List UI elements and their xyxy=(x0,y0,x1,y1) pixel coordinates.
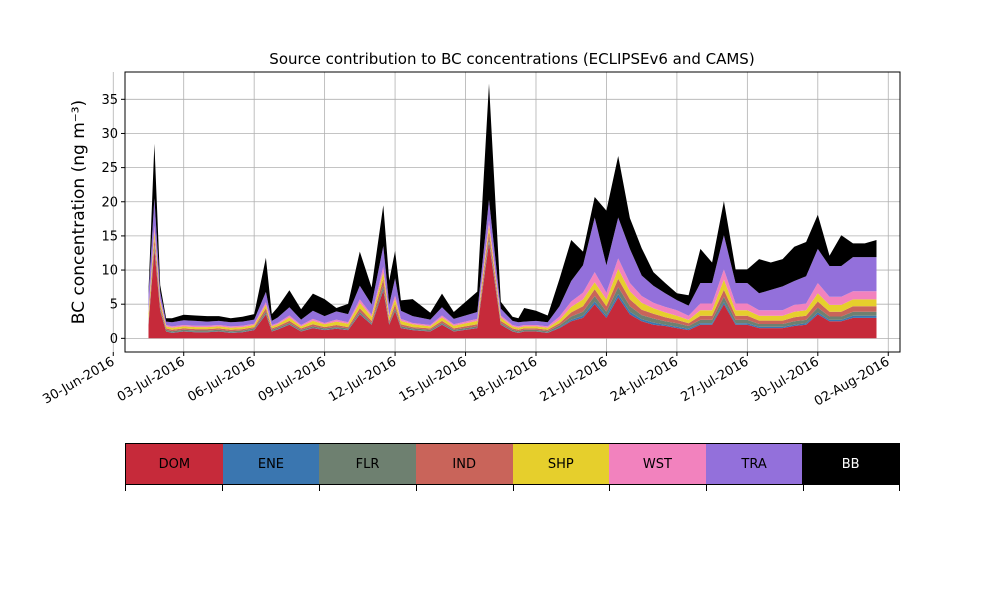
legend-item-flr: FLR xyxy=(319,444,416,484)
legend-item-tra: TRA xyxy=(705,444,803,484)
x-tick-label: 18-Jul-2016 xyxy=(467,354,540,405)
y-tick-label: 30 xyxy=(101,127,118,142)
x-tick-label: 09-Jul-2016 xyxy=(256,354,329,405)
legend-item-bb: BB xyxy=(802,444,899,484)
y-tick-label: 35 xyxy=(101,93,118,108)
x-tick-label: 06-Jul-2016 xyxy=(185,354,258,405)
legend-item-ind: IND xyxy=(415,444,513,484)
legend-item-wst: WST xyxy=(609,444,706,484)
legend-ticks xyxy=(125,485,900,491)
legend-tick-mark xyxy=(318,485,320,491)
area-series-bb xyxy=(148,83,877,323)
x-tick-label: 21-Jul-2016 xyxy=(538,354,611,405)
y-tick-label: 10 xyxy=(101,264,118,279)
x-tick-label: 03-Jul-2016 xyxy=(115,354,188,405)
legend-tick-mark xyxy=(221,485,223,491)
y-tick-label: 25 xyxy=(101,161,118,176)
legend-item-shp: SHP xyxy=(512,444,610,484)
legend-item-ene: ENE xyxy=(222,444,320,484)
legend-tick-mark xyxy=(803,485,805,491)
legend-tick-mark xyxy=(125,485,126,491)
x-tick-label: 12-Jul-2016 xyxy=(326,354,399,405)
x-axis: 30-Jun-201603-Jul-201606-Jul-201609-Jul-… xyxy=(40,352,892,410)
x-tick-label: 30-Jul-2016 xyxy=(749,354,822,405)
area-layer xyxy=(148,83,877,339)
legend-tick-mark xyxy=(512,485,514,491)
legend-colorbar: DOM ENE FLR IND SHP WST TRA BB xyxy=(125,443,900,485)
y-axis: 0 5 10 15 20 25 30 35 xyxy=(101,93,125,347)
legend-tick-mark xyxy=(706,485,708,491)
x-tick-label: 02-Aug-2016 xyxy=(812,354,892,409)
area-series-tra xyxy=(148,198,877,327)
area-series-ene xyxy=(148,241,877,333)
y-axis-label: BC concentration (ng m⁻³) xyxy=(69,100,89,324)
plot-frame xyxy=(124,71,901,353)
x-tick-label: 24-Jul-2016 xyxy=(608,354,681,405)
chart-title: Source contribution to BC concentrations… xyxy=(269,50,754,68)
legend-tick-mark xyxy=(415,485,417,491)
x-tick-label: 30-Jun-2016 xyxy=(40,354,117,407)
area-series-flr xyxy=(148,238,877,333)
y-tick-label: 5 xyxy=(110,298,118,313)
y-tick-label: 15 xyxy=(101,229,118,244)
x-tick-label: 27-Jul-2016 xyxy=(679,354,752,405)
area-series-dom xyxy=(148,242,877,339)
y-tick-label: 20 xyxy=(101,195,118,210)
y-tick-label: 0 xyxy=(110,332,118,347)
legend-tick-mark xyxy=(609,485,611,491)
legend-tick-mark xyxy=(899,485,900,491)
legend-item-dom: DOM xyxy=(126,444,223,484)
x-tick-label: 15-Jul-2016 xyxy=(397,354,470,405)
